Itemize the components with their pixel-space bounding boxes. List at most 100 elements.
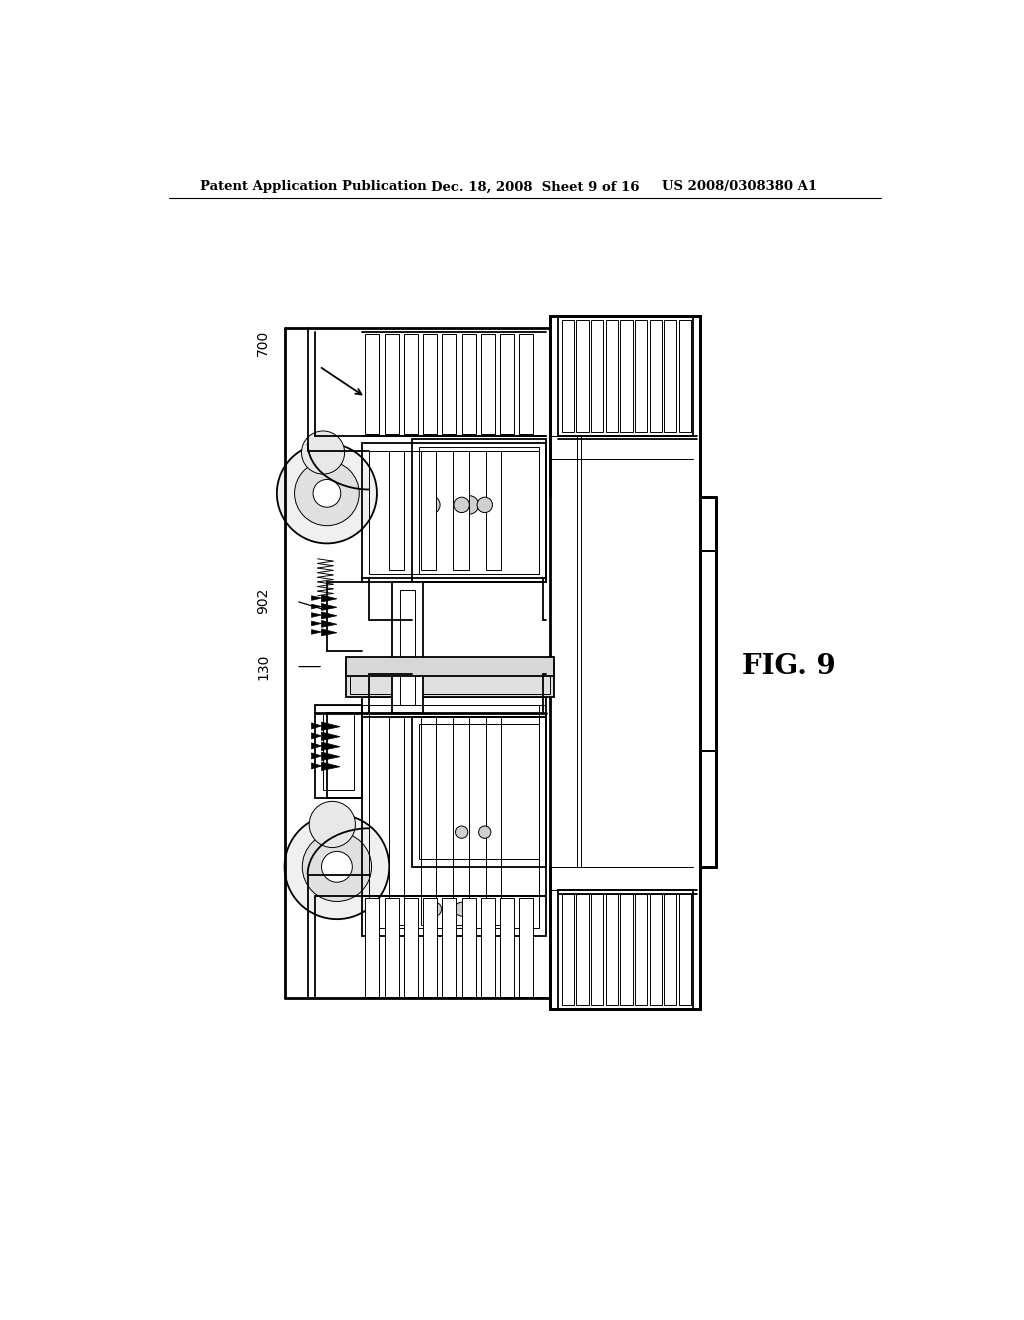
Bar bbox=[419, 447, 539, 574]
Bar bbox=[423, 898, 437, 998]
Bar bbox=[562, 321, 574, 432]
Polygon shape bbox=[322, 628, 337, 636]
Bar bbox=[392, 582, 423, 713]
Text: Dec. 18, 2008  Sheet 9 of 16: Dec. 18, 2008 Sheet 9 of 16 bbox=[431, 181, 639, 194]
Bar bbox=[454, 717, 469, 924]
Polygon shape bbox=[311, 612, 322, 618]
Text: 902: 902 bbox=[256, 587, 270, 614]
Polygon shape bbox=[322, 595, 337, 602]
Polygon shape bbox=[322, 733, 340, 741]
Circle shape bbox=[454, 498, 469, 512]
Bar bbox=[577, 321, 589, 432]
Bar bbox=[558, 317, 692, 436]
Polygon shape bbox=[322, 603, 337, 610]
Polygon shape bbox=[322, 620, 337, 627]
Bar bbox=[550, 317, 700, 1010]
Bar bbox=[481, 898, 495, 998]
Bar bbox=[500, 334, 514, 434]
Circle shape bbox=[460, 496, 478, 515]
Bar bbox=[370, 451, 539, 574]
Bar bbox=[412, 717, 547, 867]
Bar bbox=[346, 663, 554, 697]
Bar bbox=[315, 705, 361, 797]
Bar bbox=[361, 444, 547, 582]
Polygon shape bbox=[322, 722, 340, 730]
Bar bbox=[621, 894, 633, 1006]
Bar bbox=[400, 590, 416, 705]
Bar bbox=[423, 334, 437, 434]
Bar bbox=[412, 440, 547, 582]
Bar bbox=[665, 894, 677, 1006]
Bar bbox=[346, 656, 554, 676]
Circle shape bbox=[455, 903, 469, 916]
Bar bbox=[323, 713, 354, 789]
Bar bbox=[370, 705, 539, 928]
Polygon shape bbox=[311, 743, 322, 748]
Polygon shape bbox=[322, 762, 340, 771]
Text: US 2008/0308380 A1: US 2008/0308380 A1 bbox=[662, 181, 817, 194]
Bar bbox=[481, 334, 495, 434]
Bar bbox=[388, 451, 403, 570]
Bar bbox=[403, 898, 418, 998]
Bar bbox=[366, 334, 379, 434]
Bar bbox=[605, 894, 617, 1006]
Polygon shape bbox=[322, 752, 340, 760]
Bar bbox=[621, 321, 633, 432]
Bar bbox=[403, 334, 418, 434]
Bar bbox=[679, 894, 691, 1006]
Bar bbox=[462, 898, 475, 998]
Bar bbox=[442, 898, 457, 998]
Text: Patent Application Publication: Patent Application Publication bbox=[200, 181, 427, 194]
Bar bbox=[558, 890, 692, 1010]
Bar bbox=[388, 717, 403, 924]
Circle shape bbox=[276, 444, 377, 544]
Bar bbox=[649, 321, 662, 432]
Bar bbox=[442, 334, 457, 434]
Polygon shape bbox=[311, 595, 322, 601]
Bar bbox=[454, 451, 469, 570]
Bar bbox=[635, 894, 647, 1006]
Polygon shape bbox=[311, 630, 322, 635]
Bar bbox=[485, 451, 501, 570]
Circle shape bbox=[313, 479, 341, 507]
Polygon shape bbox=[311, 733, 322, 739]
Bar bbox=[605, 321, 617, 432]
Bar bbox=[366, 898, 379, 998]
Bar bbox=[679, 321, 691, 432]
Circle shape bbox=[295, 461, 359, 525]
Circle shape bbox=[302, 832, 372, 902]
Bar bbox=[649, 894, 662, 1006]
Circle shape bbox=[301, 432, 345, 474]
Polygon shape bbox=[311, 752, 322, 759]
Circle shape bbox=[477, 498, 493, 512]
Bar bbox=[591, 321, 603, 432]
Polygon shape bbox=[322, 742, 340, 751]
Bar bbox=[591, 894, 603, 1006]
Bar bbox=[519, 334, 534, 434]
Bar bbox=[419, 725, 539, 859]
Circle shape bbox=[422, 496, 440, 515]
Bar bbox=[350, 667, 550, 693]
Polygon shape bbox=[311, 622, 322, 626]
Circle shape bbox=[478, 826, 490, 838]
Bar bbox=[665, 321, 677, 432]
Circle shape bbox=[309, 801, 355, 847]
Bar bbox=[361, 697, 547, 936]
Bar bbox=[635, 321, 647, 432]
Text: FIG. 9: FIG. 9 bbox=[742, 653, 836, 680]
Polygon shape bbox=[311, 763, 322, 770]
Bar bbox=[421, 451, 436, 570]
Circle shape bbox=[285, 814, 389, 919]
Bar bbox=[485, 717, 501, 924]
Polygon shape bbox=[311, 723, 322, 729]
Bar bbox=[385, 334, 398, 434]
Circle shape bbox=[428, 903, 441, 916]
Bar bbox=[700, 552, 717, 751]
Circle shape bbox=[322, 851, 352, 882]
Bar bbox=[500, 898, 514, 998]
Bar bbox=[577, 894, 589, 1006]
Bar bbox=[421, 717, 436, 924]
Polygon shape bbox=[322, 612, 337, 619]
Circle shape bbox=[456, 826, 468, 838]
Polygon shape bbox=[311, 605, 322, 609]
